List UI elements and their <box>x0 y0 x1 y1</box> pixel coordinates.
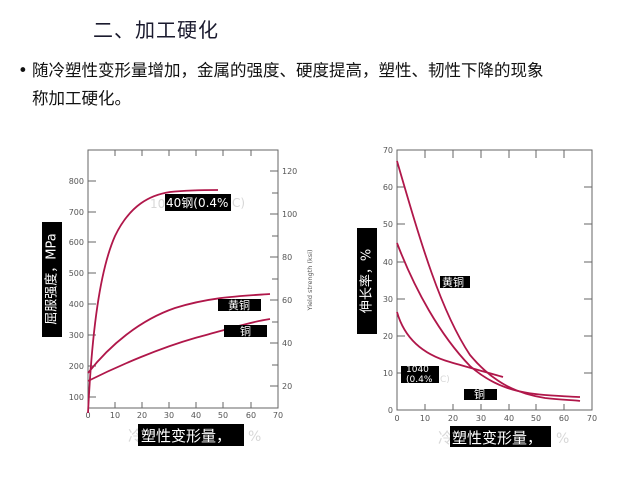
svg-text:0: 0 <box>85 411 90 420</box>
label-steel-bg-r <box>401 366 439 383</box>
svg-text:20: 20 <box>383 332 393 341</box>
label-copper-bg <box>224 325 267 337</box>
svg-text:70: 70 <box>273 411 283 420</box>
bullet-icon: • <box>18 61 28 80</box>
label-steel-r-1: 1040 <box>406 365 429 375</box>
svg-text:10: 10 <box>150 197 165 211</box>
svg-text:C): C) <box>440 375 450 385</box>
svg-text:冷: 冷 <box>438 429 453 447</box>
right-ylabel-bg <box>357 228 377 334</box>
svg-text:0: 0 <box>388 406 393 415</box>
svg-text:%: % <box>556 431 569 447</box>
svg-text:40: 40 <box>191 411 201 420</box>
label-brass-r: 黄铜 <box>442 275 464 289</box>
curve-1040-steel <box>87 189 219 414</box>
label-copper-bg-r <box>464 389 497 400</box>
right-chart: 0 10 20 30 40 50 60 70 0 10 20 30 40 50 … <box>357 146 597 447</box>
svg-text:40: 40 <box>504 414 514 423</box>
label-copper-r: 铜 <box>474 387 485 401</box>
right-xlabel-bg <box>450 426 551 447</box>
svg-text:80: 80 <box>282 253 292 262</box>
svg-text:70: 70 <box>383 146 393 155</box>
svg-text:30: 30 <box>476 414 486 423</box>
svg-text:500: 500 <box>69 269 84 278</box>
svg-text:30: 30 <box>383 295 393 304</box>
svg-text:50: 50 <box>531 414 541 423</box>
left-y-axis-label: 屈服强度，MPa <box>44 233 60 324</box>
right-x-ticks: 0 10 20 30 40 50 60 70 <box>394 150 597 423</box>
left-xlabel-bg <box>138 424 244 446</box>
svg-text:10: 10 <box>420 414 430 423</box>
svg-text:40: 40 <box>282 339 292 348</box>
svg-text:10: 10 <box>383 369 393 378</box>
svg-text:100: 100 <box>69 393 84 402</box>
left-chart: 0 10 20 30 40 50 60 70 100 200 300 400 5… <box>42 149 314 446</box>
svg-text:60: 60 <box>246 411 256 420</box>
svg-text:300: 300 <box>69 331 84 340</box>
svg-text:60: 60 <box>559 414 569 423</box>
label-brass: 黄铜 <box>228 298 250 312</box>
label-steel-r-2: (0.4% <box>406 375 433 385</box>
right-y-axis-label: 伸长率，% <box>359 249 375 313</box>
slide-title: 二、加工硬化 <box>93 18 219 42</box>
label-brass-bg-r <box>440 276 470 288</box>
svg-text:60: 60 <box>282 296 292 305</box>
svg-text:40: 40 <box>383 258 393 267</box>
svg-text:10: 10 <box>110 411 120 420</box>
right-plot-frame <box>396 149 593 411</box>
left-x-ticks: 0 10 20 30 40 50 60 70 <box>85 150 283 420</box>
curve-brass <box>87 293 271 374</box>
left-y-ticks: 100 200 300 400 500 600 700 800 <box>69 177 96 402</box>
left-ylabel-bg <box>42 222 62 337</box>
curve-copper-elongation <box>396 242 581 398</box>
svg-text:100: 100 <box>282 210 297 219</box>
curve-copper <box>87 318 271 382</box>
svg-text:%: % <box>248 429 261 445</box>
svg-text:800: 800 <box>69 177 84 186</box>
svg-text:600: 600 <box>69 238 84 247</box>
svg-text:20: 20 <box>137 411 147 420</box>
label-steel: 40钢(0.4% <box>166 196 228 210</box>
svg-text:0: 0 <box>394 414 399 423</box>
curve-brass-elongation <box>396 160 581 402</box>
left-plot-frame <box>87 149 279 409</box>
bullet-line-2: 称加工硬化。 <box>32 89 131 108</box>
label-copper: 铜 <box>240 324 251 338</box>
svg-text:C): C) <box>232 196 245 210</box>
right-x-axis-label: 塑性变形量， <box>452 429 542 447</box>
svg-text:30: 30 <box>164 411 174 420</box>
curve-1040-steel-elongation <box>396 311 504 378</box>
svg-text:50: 50 <box>383 220 393 229</box>
svg-text:70: 70 <box>587 414 597 423</box>
svg-text:200: 200 <box>69 362 84 371</box>
y2-axis-label: Yield strength (ksi) <box>306 249 314 311</box>
svg-text:700: 700 <box>69 208 84 217</box>
bullet-text: • 随冷塑性变形量增加，金属的强度、硬度提高，塑性、韧性下降的现象 称加工硬化。 <box>18 57 618 113</box>
label-brass-bg <box>218 299 261 311</box>
svg-text:400: 400 <box>69 300 84 309</box>
left-y2-ticks: 20 40 60 80 100 120 <box>270 167 297 391</box>
svg-text:60: 60 <box>383 183 393 192</box>
svg-text:20: 20 <box>448 414 458 423</box>
right-y-ticks: 0 10 20 30 40 50 60 70 <box>383 146 592 415</box>
left-x-axis-label: 塑性变形量， <box>141 427 231 445</box>
svg-text:50: 50 <box>218 411 228 420</box>
bullet-line-1: 随冷塑性变形量增加，金属的强度、硬度提高，塑性、韧性下降的现象 <box>32 61 544 80</box>
svg-text:120: 120 <box>282 167 297 176</box>
label-steel-bg <box>165 194 231 211</box>
svg-text:20: 20 <box>282 382 292 391</box>
